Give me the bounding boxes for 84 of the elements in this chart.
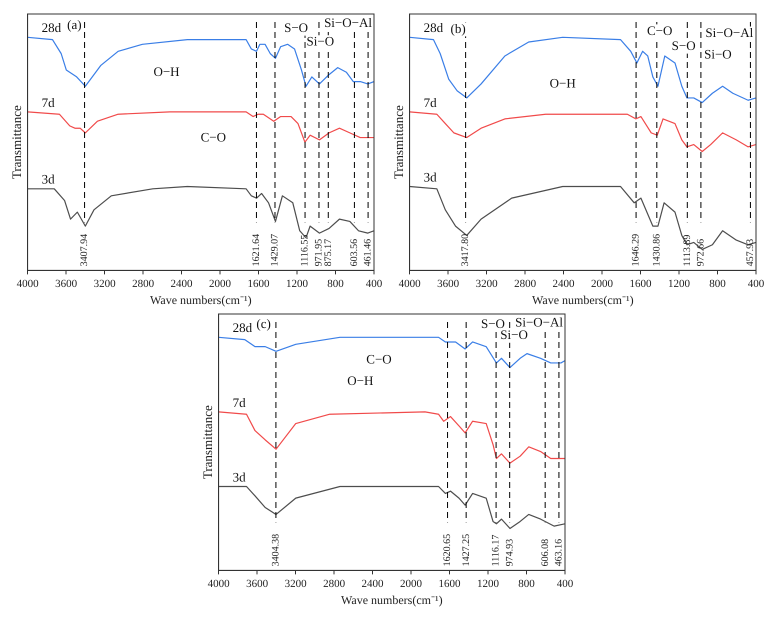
series-label: 28d	[232, 320, 253, 336]
x-tick-label: 800	[518, 578, 536, 590]
text: (b)	[450, 20, 466, 36]
series-label: 7d	[424, 94, 438, 110]
series-label: 3d	[232, 469, 246, 484]
series-label: 3d	[42, 172, 56, 187]
annotation: Si−O	[306, 34, 334, 49]
x-tick-label: 2400	[552, 278, 576, 290]
text: Si−O−Al	[515, 314, 564, 330]
ref-line-label: 974.93	[504, 538, 516, 566]
x-tick-label: 400	[366, 278, 383, 290]
ref-line-label: 603.56	[349, 238, 360, 266]
x-tick-label: 4000	[398, 278, 422, 290]
ref-line-label: 1620.65	[442, 534, 454, 566]
ref-line-label: 972.66	[696, 238, 707, 266]
x-tick-label: 2800	[514, 278, 537, 290]
x-axis-title: Wave numbers(cm⁻¹)	[532, 292, 634, 307]
y-axis-title: Transmittance	[391, 105, 406, 180]
ref-line-label: 1429.07	[270, 234, 281, 266]
ref-line-label: 3407.94	[79, 234, 90, 266]
x-tick-label: 4000	[208, 578, 230, 590]
series-label: 3d	[424, 169, 438, 184]
series-label: 7d	[232, 394, 246, 410]
x-tick-label: 800	[709, 278, 726, 290]
x-tick-label: 800	[327, 278, 344, 290]
x-axis-title: Wave numbers(cm⁻¹)	[341, 592, 443, 607]
x-tick-label: 400	[748, 278, 765, 290]
annotation: O−H	[347, 372, 374, 388]
annotation: O−H	[550, 76, 576, 91]
x-tick-label: 1600	[248, 278, 270, 290]
ref-line-label: 463.16	[554, 538, 565, 566]
x-tick-label: 1200	[477, 578, 500, 590]
ref-line-label: 3417.80	[460, 234, 472, 266]
x-tick-label: 4000	[16, 278, 40, 290]
series-label: 28d	[424, 20, 444, 36]
x-tick-label: 1600	[438, 578, 462, 590]
ref-line-label: 457.93	[745, 238, 756, 266]
x-tick-label: 3600	[437, 278, 460, 290]
x-axis-title: Wave numbers(cm⁻¹)	[150, 292, 252, 307]
x-tick-label: 2000	[591, 278, 614, 290]
annotation: C−O	[200, 130, 226, 145]
x-tick-label: 2000	[209, 278, 232, 290]
ref-line-label: 1646.29	[630, 234, 642, 266]
x-tick-label: 2400	[170, 278, 194, 290]
ref-line-label: 461.46	[362, 238, 374, 266]
x-tick-label: 2000	[400, 578, 423, 590]
text: S−O	[284, 20, 308, 36]
annotation: C−O	[647, 22, 672, 38]
x-tick-label: 2800	[132, 278, 155, 290]
x-tick-label: 3600	[246, 578, 269, 590]
ref-line-label: 875.17	[322, 238, 334, 266]
ref-line-label: 971.95	[314, 238, 325, 266]
ref-line-label: 1621.64	[251, 234, 262, 266]
x-tick-label: 3200	[94, 278, 116, 290]
ref-line-label: 1430.86	[651, 234, 662, 266]
ref-line-label: 1116.17	[490, 534, 502, 566]
ref-line-label: 3404.38	[270, 534, 282, 566]
annotation: O−H	[153, 64, 180, 80]
x-tick-label: 3200	[284, 578, 308, 590]
annotation: Si−O−Al	[705, 24, 754, 40]
y-axis-title: Transmittance	[9, 105, 24, 180]
ref-line-label: 1116.55	[300, 234, 311, 266]
x-tick-label: 1600	[630, 278, 652, 290]
annotation: Si−O	[704, 46, 732, 62]
text: S−O	[480, 316, 505, 332]
y-axis-title: Transmittance	[200, 405, 216, 480]
text: (a)	[67, 16, 82, 32]
annotation: Si−O	[500, 327, 528, 342]
x-tick-label: 2800	[323, 578, 346, 590]
ref-line-label: 606.08	[540, 538, 551, 566]
ref-line-label: 1113.89	[682, 234, 693, 266]
x-tick-label: 3600	[55, 278, 78, 290]
series-label: 28d	[42, 20, 62, 36]
text: (c)	[256, 316, 271, 332]
x-tick-label: 1200	[286, 278, 309, 290]
x-tick-label: 1200	[668, 278, 691, 290]
ref-line-label: 1427.25	[460, 534, 472, 566]
x-tick-label: 400	[556, 578, 574, 590]
annotation: C−O	[366, 352, 392, 367]
x-tick-label: 3200	[476, 278, 498, 290]
series-label: 7d	[42, 94, 56, 110]
text: Si−O−Al	[324, 15, 372, 30]
annotation: S−O	[672, 38, 696, 53]
x-tick-label: 2400	[362, 578, 384, 590]
